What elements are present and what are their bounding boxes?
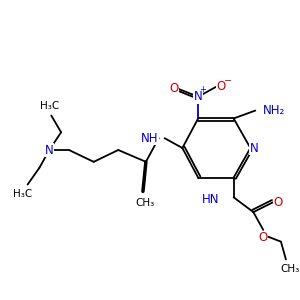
Text: HN: HN xyxy=(202,193,220,206)
Text: CH₃: CH₃ xyxy=(280,264,299,274)
Text: H₃C: H₃C xyxy=(40,100,59,111)
Text: −: − xyxy=(224,76,232,86)
Text: O: O xyxy=(216,80,225,93)
Text: NH: NH xyxy=(141,132,159,145)
Text: O: O xyxy=(259,231,268,244)
Text: CH₃: CH₃ xyxy=(135,198,154,208)
Text: O: O xyxy=(169,82,178,95)
Text: N: N xyxy=(250,142,259,154)
Text: +: + xyxy=(200,85,206,94)
Text: H₃C: H₃C xyxy=(13,189,32,200)
Text: N: N xyxy=(45,143,54,157)
Text: N: N xyxy=(194,90,203,103)
Text: O: O xyxy=(273,196,283,209)
Text: NH₂: NH₂ xyxy=(263,104,286,117)
